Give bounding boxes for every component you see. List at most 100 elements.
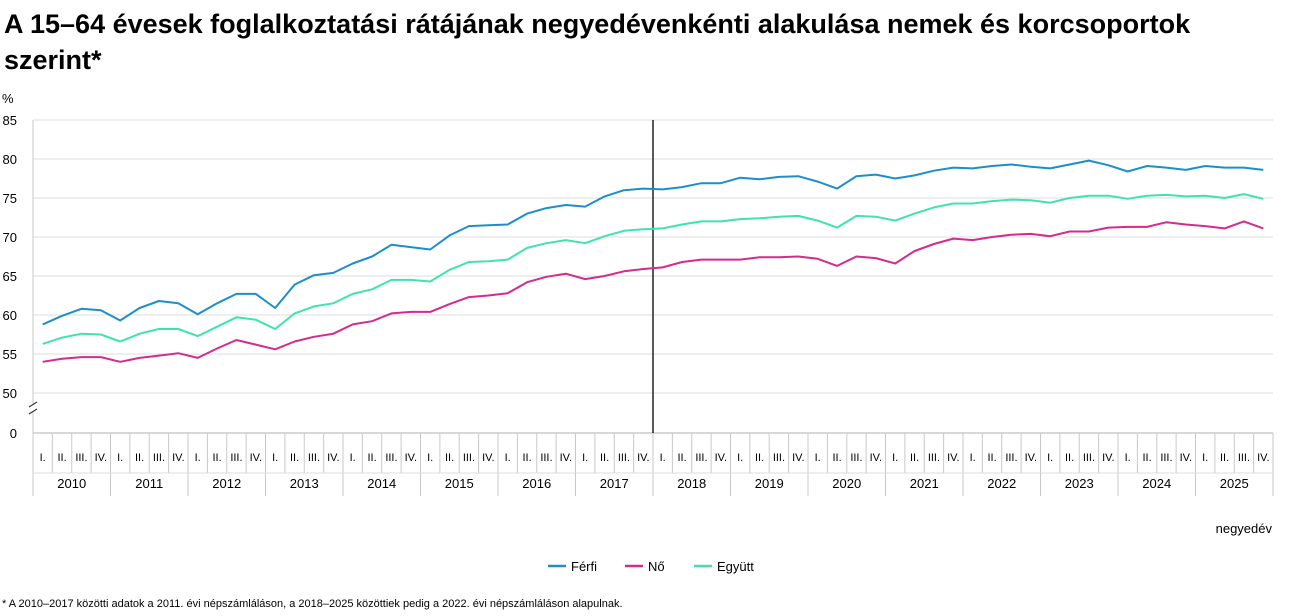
quarter-label: I.: [660, 452, 666, 464]
y-tick-label: 50: [3, 386, 17, 401]
quarter-label: I.: [1202, 452, 1208, 464]
quarter-label: II.: [445, 452, 454, 464]
quarter-label: II.: [600, 452, 609, 464]
x-axis: I. II. III. IV. I. II. III. IV. I. II. III. IV. I. II…: [32, 432, 1274, 496]
year-label: 2014: [367, 476, 396, 491]
quarter-label: I.: [427, 452, 433, 464]
quarter-label: II.: [832, 452, 841, 464]
quarter-label: I.: [737, 452, 743, 464]
quarter-label: II.: [987, 452, 996, 464]
quarter-label: IV.: [1180, 452, 1192, 464]
quarter-label: IV.: [792, 452, 804, 464]
y-tick-label: 85: [3, 113, 17, 128]
quarter-label: I.: [195, 452, 201, 464]
quarter-label: III.: [463, 452, 475, 464]
quarter-label: I.: [892, 452, 898, 464]
quarter-label: IV.: [637, 452, 649, 464]
quarter-label: IV.: [947, 452, 959, 464]
quarter-label: III.: [540, 452, 552, 464]
year-label: 2025: [1220, 476, 1249, 491]
quarter-label: IV.: [327, 452, 339, 464]
legend: Férfi Nő Együtt: [548, 559, 754, 574]
y-tick-label: 55: [3, 347, 17, 362]
quarter-label: III.: [618, 452, 630, 464]
series-line-egyutt: [42, 193, 1264, 345]
quarter-label: I.: [582, 452, 588, 464]
quarter-label: II.: [57, 452, 66, 464]
legend-label-ferfi: Férfi: [571, 559, 597, 574]
quarter-label: I.: [815, 452, 821, 464]
quarter-label: III.: [1160, 452, 1172, 464]
year-label: 2016: [522, 476, 551, 491]
legend-label-egyutt: Együtt: [717, 559, 754, 574]
quarter-label: III.: [695, 452, 707, 464]
quarter-label: IV.: [250, 452, 262, 464]
quarter-label: I.: [1125, 452, 1131, 464]
y-tick-label: 0: [10, 426, 17, 441]
quarter-label: III.: [230, 452, 242, 464]
quarter-label: I.: [40, 452, 46, 464]
series-line-ferfi: [42, 159, 1264, 326]
quarter-label: II.: [367, 452, 376, 464]
footnote: * A 2010–2017 közötti adatok a 2011. évi…: [2, 598, 623, 610]
y-tick-label: 80: [3, 152, 17, 167]
quarter-label: I.: [272, 452, 278, 464]
quarter-label: III.: [1238, 452, 1250, 464]
quarter-label: IV.: [870, 452, 882, 464]
year-label: 2013: [290, 476, 319, 491]
series-line-no: [42, 220, 1264, 363]
quarter-label: I.: [970, 452, 976, 464]
quarter-label: II.: [522, 452, 531, 464]
quarter-label: I.: [1047, 452, 1053, 464]
y-axis-label: %: [2, 91, 14, 106]
quarter-label: II.: [677, 452, 686, 464]
quarter-label: IV.: [560, 452, 572, 464]
axis-break-mark: [28, 401, 38, 408]
quarter-label: I.: [117, 452, 123, 464]
quarter-label: III.: [385, 452, 397, 464]
quarter-label: I.: [505, 452, 511, 464]
axis-break-mark: [28, 408, 38, 415]
y-tick-label: 70: [3, 230, 17, 245]
year-label: 2010: [57, 476, 86, 491]
year-label: 2011: [135, 476, 163, 491]
year-label: 2021: [910, 476, 939, 491]
year-label: 2024: [1142, 476, 1171, 491]
y-tick-label: 60: [3, 308, 17, 323]
chart-title: A 15–64 évesek foglalkoztatási rátájának…: [4, 9, 1191, 75]
y-tick-label: 65: [3, 269, 17, 284]
quarter-label: IV.: [482, 452, 494, 464]
quarter-label: III.: [850, 452, 862, 464]
quarter-label: II.: [755, 452, 764, 464]
quarter-label: III.: [773, 452, 785, 464]
quarter-label: II.: [1220, 452, 1229, 464]
quarter-label: II.: [212, 452, 221, 464]
y-axis: 85 80 75 70 65 60 55 50 0: [3, 113, 38, 441]
quarter-label: III.: [928, 452, 940, 464]
year-label: 2020: [832, 476, 861, 491]
quarter-label: III.: [75, 452, 87, 464]
quarter-label: IV.: [1025, 452, 1037, 464]
year-label: 2019: [755, 476, 784, 491]
year-label: 2017: [600, 476, 629, 491]
year-label: 2015: [445, 476, 474, 491]
quarter-label: IV.: [95, 452, 107, 464]
quarter-label: II.: [290, 452, 299, 464]
quarter-label: II.: [910, 452, 919, 464]
quarter-label: II.: [135, 452, 144, 464]
quarter-label: II.: [1065, 452, 1074, 464]
quarter-label: III.: [308, 452, 320, 464]
year-label: 2023: [1065, 476, 1094, 491]
quarter-label: IV.: [1257, 452, 1269, 464]
legend-label-no: Nő: [648, 559, 665, 574]
quarter-label: I.: [350, 452, 356, 464]
year-label: 2012: [212, 476, 241, 491]
x-axis-label: negyedév: [1216, 521, 1273, 536]
series-lines: [42, 159, 1264, 363]
year-label: 2022: [987, 476, 1016, 491]
quarter-label: IV.: [172, 452, 184, 464]
quarter-label: IV.: [1102, 452, 1114, 464]
quarter-label: II.: [1142, 452, 1151, 464]
y-tick-label: 75: [3, 191, 17, 206]
